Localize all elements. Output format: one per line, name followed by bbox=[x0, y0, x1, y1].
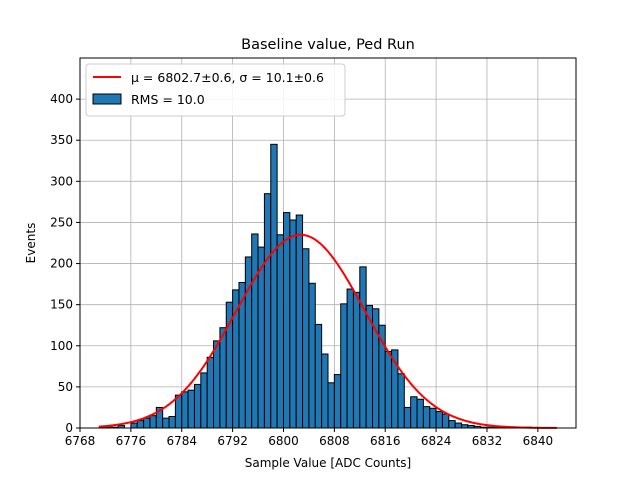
x-tick-label: 6792 bbox=[217, 434, 248, 448]
y-tick-label: 100 bbox=[50, 339, 73, 353]
histogram-bar bbox=[333, 374, 342, 429]
histogram-bar bbox=[187, 389, 195, 429]
x-tick-label: 6840 bbox=[523, 434, 554, 448]
histogram-bar bbox=[174, 394, 183, 429]
x-tick-label: 6800 bbox=[268, 434, 299, 448]
histogram-bar bbox=[410, 396, 418, 429]
y-tick-label: 200 bbox=[50, 257, 73, 271]
histogram-bar bbox=[206, 356, 215, 429]
legend-fit-label: μ = 6802.7±0.6, σ = 10.1±0.6 bbox=[131, 70, 324, 85]
x-tick-label: 6784 bbox=[166, 434, 197, 448]
legend: μ = 6802.7±0.6, σ = 10.1±0.6 RMS = 10.0 bbox=[85, 63, 346, 117]
histogram-bar bbox=[136, 420, 145, 429]
histogram-bar bbox=[149, 415, 157, 429]
histogram-bar bbox=[403, 406, 412, 429]
histogram-bar bbox=[327, 382, 335, 429]
histogram-bar bbox=[422, 406, 431, 429]
x-tick-label: 6816 bbox=[370, 434, 401, 448]
y-tick-label: 350 bbox=[50, 133, 73, 147]
histogram-bar bbox=[441, 413, 450, 429]
histogram-bar bbox=[282, 212, 291, 429]
histogram-bar bbox=[270, 143, 278, 429]
histogram-bar bbox=[321, 353, 329, 429]
histogram-bar bbox=[289, 219, 297, 429]
x-tick-label: 6832 bbox=[472, 434, 503, 448]
histogram-bar bbox=[244, 256, 253, 429]
x-axis-ticks: 6768 6776 6784 6792 6800 6808 6816 6824 6832 6840 bbox=[65, 428, 553, 448]
histogram-bar bbox=[384, 351, 393, 429]
histogram-bar bbox=[397, 373, 405, 429]
histogram-bar bbox=[143, 417, 151, 429]
y-axis-ticks: 0 50 100 150 200 250 300 350 400 bbox=[50, 92, 80, 435]
histogram-bar bbox=[276, 234, 284, 429]
y-tick-label: 150 bbox=[50, 298, 73, 312]
x-tick-label: 6808 bbox=[319, 434, 350, 448]
histogram-bar bbox=[302, 248, 310, 429]
histogram-bars bbox=[98, 143, 532, 429]
histogram-bar bbox=[346, 288, 354, 429]
histogram-bar bbox=[162, 417, 170, 429]
histogram-bar bbox=[181, 391, 189, 429]
histogram-bar bbox=[168, 415, 176, 429]
histogram-bar bbox=[340, 303, 348, 429]
legend-histogram-swatch bbox=[92, 93, 122, 105]
y-axis-title: Events bbox=[24, 223, 38, 264]
legend-box bbox=[85, 63, 346, 117]
gaussian-fit bbox=[99, 233, 557, 429]
histogram-bar bbox=[219, 327, 227, 429]
histogram-bar bbox=[257, 246, 265, 429]
fit-curve bbox=[99, 233, 557, 429]
y-tick-label: 250 bbox=[50, 215, 73, 229]
histogram-bar bbox=[213, 340, 221, 429]
histogram-bar bbox=[359, 266, 367, 429]
histogram-bar bbox=[416, 398, 424, 429]
histogram-bar bbox=[429, 407, 437, 429]
x-tick-label: 6776 bbox=[116, 434, 147, 448]
y-tick-label: 0 bbox=[65, 421, 73, 435]
chart-title: Baseline value, Ped Run bbox=[241, 37, 415, 53]
histogram-bar bbox=[193, 383, 202, 429]
y-tick-label: 50 bbox=[58, 380, 73, 394]
histogram-bar bbox=[308, 282, 316, 429]
legend-rms-label: RMS = 10.0 bbox=[131, 92, 205, 107]
y-tick-label: 300 bbox=[50, 174, 73, 188]
x-axis-title: Sample Value [ADC Counts] bbox=[245, 456, 411, 470]
histogram-bar bbox=[435, 411, 443, 429]
histogram-bar bbox=[130, 422, 138, 429]
histogram-bar bbox=[314, 323, 323, 429]
x-tick-label: 6824 bbox=[421, 434, 452, 448]
histogram-bar bbox=[251, 233, 259, 429]
histogram-bar bbox=[454, 422, 463, 429]
x-tick-label: 6768 bbox=[65, 434, 96, 448]
histogram-bar bbox=[448, 420, 456, 429]
histogram-bar bbox=[352, 291, 361, 429]
plot-frame bbox=[79, 57, 577, 429]
histogram-bar bbox=[263, 193, 272, 429]
histogram-bar bbox=[200, 372, 208, 429]
y-tick-label: 400 bbox=[50, 92, 73, 106]
histogram-bar bbox=[295, 214, 304, 429]
